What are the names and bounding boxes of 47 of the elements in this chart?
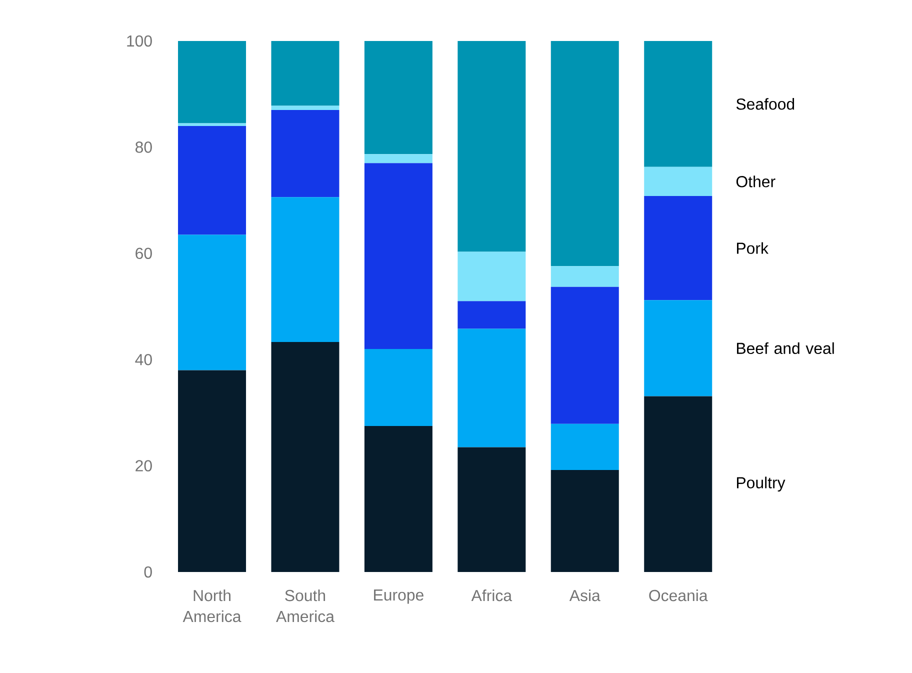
bar (364, 40, 432, 154)
bar (178, 234, 246, 370)
bar (271, 342, 340, 572)
bar (178, 40, 246, 124)
series-label: Beef and veal (737, 342, 834, 354)
bar (364, 154, 432, 164)
bar (364, 426, 432, 572)
bar (458, 252, 526, 302)
bar (178, 370, 246, 572)
y-tick-label: 60 (136, 248, 152, 260)
x-tick-label: Africa (471, 590, 512, 602)
bar (458, 447, 526, 572)
bar (550, 470, 619, 572)
bar (178, 123, 246, 126)
series-label: Pork (737, 242, 768, 254)
x-tick-label: North America (182, 590, 242, 622)
bar (550, 286, 619, 424)
bar (458, 328, 526, 448)
x-tick-label: South America (276, 590, 334, 622)
bar (644, 396, 712, 572)
y-tick-label: 20 (136, 460, 152, 472)
series-label: Seafood (736, 98, 794, 110)
bar (644, 300, 712, 396)
bar (271, 110, 340, 198)
x-tick-label: Europe (374, 590, 424, 604)
bar (364, 163, 432, 349)
y-tick-label: 100 (127, 35, 152, 47)
y-tick-label: 40 (135, 354, 152, 366)
bar (364, 348, 432, 426)
y-tick-label: 0 (144, 566, 152, 578)
x-tick-label: Oceania (649, 590, 708, 602)
bar (550, 424, 619, 470)
series-label: Poultry (737, 476, 786, 492)
bar (550, 266, 619, 287)
y-tick-label: 80 (136, 142, 152, 153)
bar (644, 40, 712, 167)
bar (644, 196, 712, 300)
bar (458, 301, 526, 329)
bar (271, 197, 340, 342)
x-tick-label: Asia (569, 590, 600, 602)
bar (550, 40, 619, 266)
bar (458, 40, 526, 252)
bar (644, 166, 712, 196)
series-label: Other (736, 176, 776, 188)
bar (271, 40, 340, 106)
bar (271, 106, 340, 110)
bar (178, 126, 246, 235)
